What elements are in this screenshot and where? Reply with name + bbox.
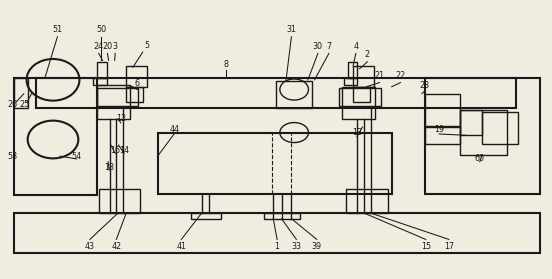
Bar [97, 62, 107, 78]
Bar [276, 81, 312, 108]
Bar [482, 112, 518, 144]
Bar [126, 66, 147, 87]
Text: 53: 53 [8, 152, 18, 161]
Bar [14, 78, 97, 195]
Bar [353, 87, 370, 102]
Text: 13: 13 [352, 128, 362, 137]
Text: 20: 20 [103, 42, 113, 51]
Bar [126, 87, 143, 102]
Bar [424, 94, 460, 127]
Bar [353, 66, 374, 87]
Text: 19: 19 [434, 125, 444, 134]
Text: 41: 41 [176, 242, 186, 251]
Bar [339, 88, 381, 106]
Text: 24: 24 [94, 42, 104, 51]
Bar [97, 88, 139, 106]
Text: 17: 17 [444, 242, 454, 251]
Text: 16: 16 [110, 146, 120, 155]
Bar [14, 78, 28, 108]
Text: 22: 22 [395, 71, 406, 80]
Bar [342, 87, 375, 119]
Bar [97, 85, 130, 119]
Text: 6: 6 [135, 80, 140, 88]
Bar [99, 189, 140, 213]
Text: 21: 21 [374, 71, 385, 80]
Bar [344, 78, 358, 85]
Text: 54: 54 [72, 152, 82, 161]
Text: 4: 4 [353, 42, 358, 51]
Bar [460, 110, 507, 155]
Bar [93, 78, 107, 85]
Bar [264, 213, 300, 219]
Text: 42: 42 [112, 242, 121, 251]
Bar [158, 133, 391, 194]
Text: 25: 25 [20, 100, 30, 109]
Bar [424, 78, 540, 194]
Text: 26: 26 [8, 100, 18, 109]
Text: 12: 12 [116, 114, 126, 123]
Bar [460, 110, 482, 135]
Text: 7: 7 [326, 42, 331, 51]
Text: 44: 44 [169, 125, 179, 134]
Text: 31: 31 [286, 25, 296, 34]
Text: 18: 18 [104, 163, 114, 172]
Bar [190, 213, 221, 219]
Text: 5: 5 [144, 41, 149, 50]
Bar [14, 213, 540, 253]
Text: 3: 3 [113, 42, 118, 51]
Text: 14: 14 [119, 146, 129, 155]
Text: 43: 43 [85, 242, 95, 251]
Text: 30: 30 [313, 42, 323, 51]
Bar [348, 62, 358, 78]
Bar [347, 189, 388, 213]
Text: 50: 50 [97, 25, 107, 34]
Text: 2: 2 [365, 50, 370, 59]
Bar [424, 126, 460, 144]
Text: 33: 33 [291, 242, 301, 251]
Text: 23: 23 [420, 81, 429, 90]
Text: 8: 8 [224, 60, 229, 69]
Bar [36, 78, 516, 108]
Text: 60: 60 [475, 155, 485, 163]
Text: 51: 51 [52, 25, 62, 34]
Text: 15: 15 [421, 242, 431, 251]
Text: 1: 1 [274, 242, 280, 251]
Text: 39: 39 [312, 242, 322, 251]
